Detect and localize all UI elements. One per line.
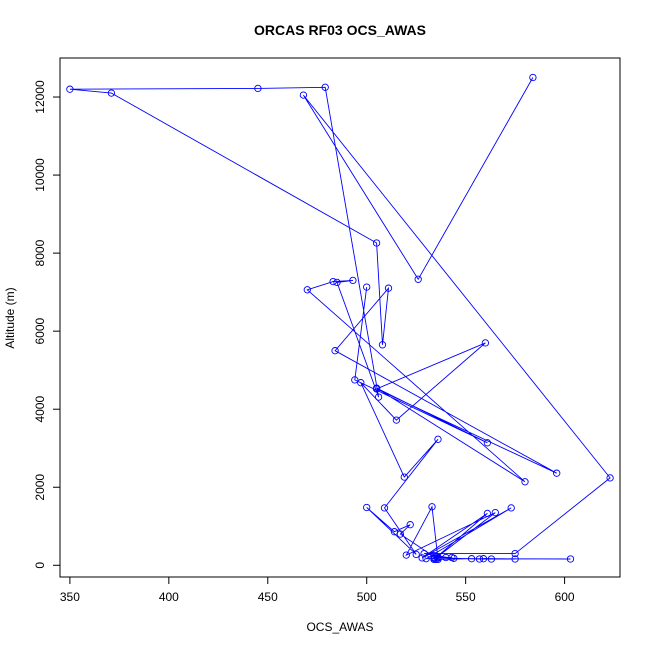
data-point	[529, 73, 537, 82]
data-point	[566, 555, 575, 563]
y-tick-label: 6000	[33, 317, 47, 344]
data-point	[428, 503, 436, 511]
data-point	[254, 84, 262, 93]
y-tick-label: 12000	[33, 80, 47, 114]
data-point	[406, 521, 414, 529]
x-axis: 350 400 450 500 550 600	[60, 576, 575, 604]
data-point	[349, 276, 357, 285]
data-point	[299, 91, 308, 99]
data-point	[378, 341, 387, 349]
x-tick-label: 450	[258, 590, 278, 604]
data-point	[414, 275, 422, 283]
data-point	[392, 416, 401, 424]
data-point	[303, 286, 311, 294]
data-point	[491, 508, 499, 517]
data-point	[442, 553, 450, 562]
data-point	[418, 554, 426, 562]
data-point	[321, 83, 329, 91]
data-point	[372, 384, 381, 392]
data-point	[420, 549, 428, 558]
data-point	[434, 435, 442, 443]
data-point	[521, 478, 529, 486]
data-point	[107, 89, 116, 97]
data-point	[481, 339, 490, 347]
series-line	[69, 77, 611, 561]
y-axis-label: Altitude (m)	[3, 287, 17, 348]
data-point	[380, 504, 389, 512]
x-tick-label: 500	[357, 590, 377, 604]
data-point	[351, 376, 359, 384]
data-point	[329, 277, 337, 286]
data-point	[511, 555, 519, 563]
data-point	[467, 555, 476, 563]
data-point	[400, 473, 408, 481]
data-point	[66, 85, 74, 93]
y-tick-label: 10000	[33, 158, 47, 192]
x-tick-label: 600	[555, 590, 575, 604]
data-point	[357, 379, 365, 387]
x-tick-label: 400	[159, 590, 179, 604]
data-point	[422, 555, 430, 563]
chart-title: ORCAS RF03 OCS_AWAS	[254, 22, 426, 38]
y-tick-label: 2000	[33, 474, 47, 501]
x-tick-label: 350	[60, 590, 80, 604]
data-point	[363, 283, 371, 291]
y-axis: 0 2000 4000 6000 8000 10000 12000	[33, 80, 61, 569]
data-point	[507, 504, 515, 512]
data-point	[448, 553, 456, 562]
data-point	[372, 239, 381, 247]
data-point	[396, 530, 405, 538]
series-lines	[69, 77, 611, 561]
data-point	[434, 555, 442, 564]
data-point	[483, 509, 492, 518]
data-point	[479, 555, 488, 563]
y-tick-label: 8000	[33, 239, 47, 266]
data-point	[432, 555, 440, 564]
data-point	[430, 555, 438, 564]
data-point	[430, 551, 438, 560]
data-point	[487, 555, 496, 563]
data-point	[402, 551, 410, 559]
data-point	[363, 503, 371, 512]
data-point	[553, 469, 561, 477]
y-tick-label: 0	[33, 562, 47, 569]
data-point	[483, 439, 492, 447]
x-axis-label: OCS_AWAS	[306, 620, 373, 634]
data-point	[606, 474, 614, 482]
data-point	[331, 347, 339, 355]
data-point	[384, 284, 393, 292]
data-point	[374, 393, 383, 401]
series-points	[66, 73, 614, 564]
data-point	[511, 549, 519, 558]
data-point	[475, 555, 484, 563]
data-point	[390, 528, 399, 536]
x-tick-label: 550	[456, 590, 476, 604]
data-point	[333, 278, 341, 287]
y-tick-label: 4000	[33, 396, 47, 423]
data-point	[412, 550, 420, 559]
